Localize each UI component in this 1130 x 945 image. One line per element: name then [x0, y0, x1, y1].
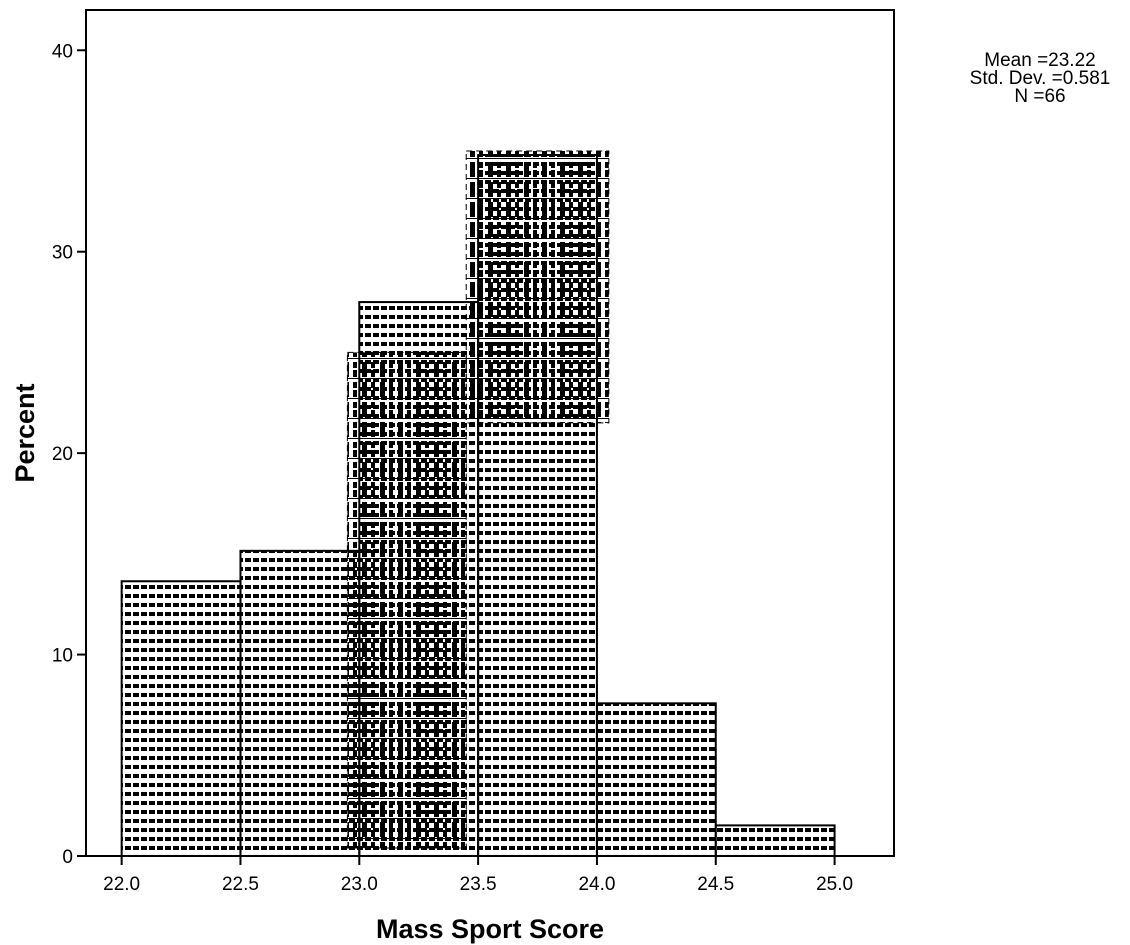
- y-axis-title: Percent: [10, 383, 40, 482]
- y-tick-label: 20: [52, 444, 73, 465]
- y-axis: 0 10 20 30 40: [52, 41, 86, 868]
- mean-label: Mean =23.22: [984, 50, 1096, 71]
- x-tick-label: 25.0: [816, 874, 853, 895]
- histogram-bar-1: [120, 580, 242, 857]
- x-tick-label: 22.0: [103, 874, 140, 895]
- y-tick-label: 30: [52, 243, 73, 264]
- x-axis: 22.0 22.5 23.0 23.5 24.0 24.5 25.0: [103, 856, 853, 895]
- histogram-bar-6: [714, 824, 836, 858]
- y-tick-label: 10: [52, 646, 73, 667]
- x-axis-title: Mass Sport Score: [376, 914, 604, 944]
- histogram-bar-2: [239, 549, 361, 857]
- statistics-legend: Mean =23.22 Std. Dev. =0.581 N =66: [950, 50, 1130, 107]
- std-dev-label: Std. Dev. =0.581: [969, 68, 1111, 89]
- n-label: N =66: [1014, 86, 1066, 107]
- y-tick-label: 40: [52, 41, 73, 62]
- x-tick-label: 24.0: [578, 874, 615, 895]
- x-tick-label: 23.0: [341, 874, 378, 895]
- overlay-bar-1: [346, 351, 467, 849]
- histogram-bar-5: [595, 702, 717, 857]
- y-tick-label: 0: [62, 847, 73, 868]
- x-tick-label: 23.5: [460, 874, 497, 895]
- overlay-bar-2: [465, 150, 610, 424]
- x-tick-label: 22.5: [222, 874, 259, 895]
- x-tick-label: 24.5: [697, 874, 734, 895]
- overlay-bars: [346, 150, 610, 849]
